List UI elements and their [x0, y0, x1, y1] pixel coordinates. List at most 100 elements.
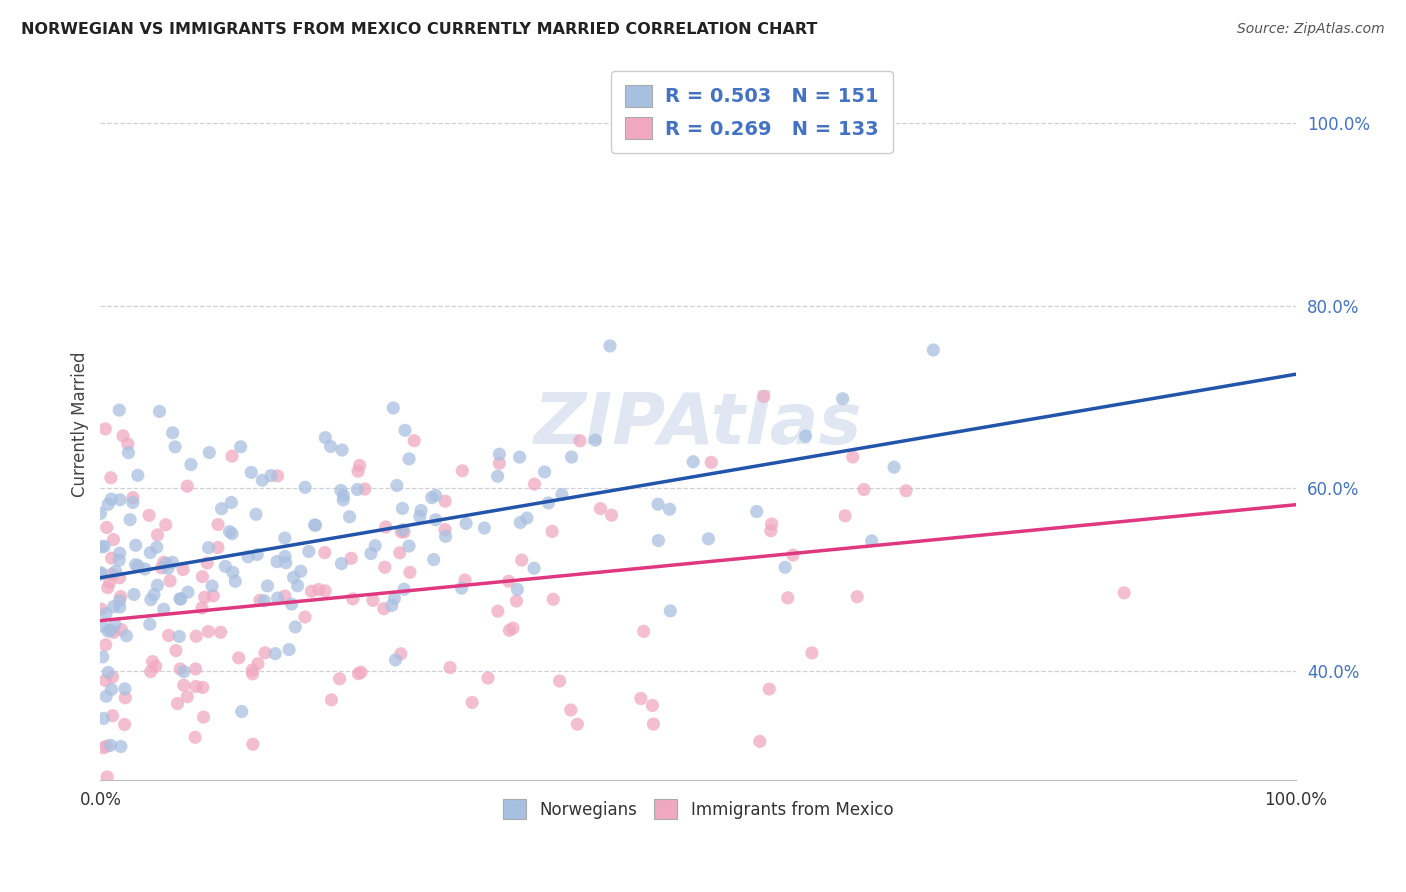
Point [108, 600, 131, 615]
Point [301, 584, 323, 599]
Point [794, 429, 817, 443]
Point [346, 483, 368, 497]
Point [162, 555, 184, 569]
Point [209, 625, 232, 640]
Point [91, 619, 114, 633]
Point [834, 508, 856, 523]
Point [434, 523, 457, 537]
Point [541, 524, 564, 539]
Point [197, 541, 219, 555]
Point [541, 592, 564, 607]
Point [114, 681, 136, 696]
Point [349, 458, 371, 473]
Point [782, 548, 804, 562]
Point [139, 546, 162, 560]
Point [145, 659, 167, 673]
Point [100, 551, 122, 566]
Point [166, 697, 188, 711]
Point [97, 665, 120, 680]
Point [103, 599, 125, 614]
Point [100, 471, 122, 485]
Point [274, 549, 297, 564]
Point [583, 433, 606, 447]
Point [630, 691, 652, 706]
Point [94, 607, 117, 621]
Point [589, 501, 612, 516]
Point [773, 560, 796, 574]
Point [294, 480, 316, 494]
Point [568, 434, 591, 448]
Point [498, 624, 520, 638]
Point [177, 585, 200, 599]
Point [330, 557, 353, 571]
Point [157, 628, 180, 642]
Point [319, 439, 342, 453]
Point [488, 447, 510, 461]
Point [134, 562, 156, 576]
Point [156, 561, 179, 575]
Point [332, 489, 354, 503]
Point [138, 508, 160, 523]
Point [800, 646, 823, 660]
Point [394, 423, 416, 437]
Point [143, 588, 166, 602]
Point [451, 464, 474, 478]
Point [170, 591, 193, 606]
Point [117, 446, 139, 460]
Point [374, 560, 396, 574]
Point [139, 592, 162, 607]
Point [254, 646, 277, 660]
Point [354, 482, 377, 496]
Point [434, 494, 457, 508]
Point [191, 681, 214, 695]
Point [548, 674, 571, 689]
Point [347, 464, 370, 478]
Point [392, 524, 415, 539]
Point [759, 524, 782, 538]
Point [117, 437, 139, 451]
Point [108, 492, 131, 507]
Point [172, 562, 194, 576]
Point [321, 693, 343, 707]
Point [389, 647, 412, 661]
Point [266, 469, 288, 483]
Point [90, 567, 112, 582]
Point [114, 690, 136, 705]
Point [298, 544, 321, 558]
Point [533, 465, 555, 479]
Point [180, 458, 202, 472]
Point [392, 582, 415, 597]
Point [202, 589, 225, 603]
Point [745, 504, 768, 518]
Point [266, 591, 288, 605]
Point [776, 591, 799, 605]
Point [90, 540, 112, 554]
Point [274, 589, 297, 603]
Point [409, 503, 432, 517]
Point [173, 678, 195, 692]
Point [287, 579, 309, 593]
Point [100, 624, 122, 638]
Point [222, 566, 245, 580]
Point [110, 739, 132, 754]
Point [329, 483, 352, 498]
Point [125, 538, 148, 552]
Point [96, 690, 118, 704]
Point [498, 574, 520, 589]
Point [599, 339, 621, 353]
Point [381, 599, 404, 613]
Point [155, 557, 177, 571]
Point [894, 483, 917, 498]
Point [240, 466, 263, 480]
Point [439, 660, 461, 674]
Point [922, 343, 945, 357]
Point [198, 445, 221, 459]
Point [509, 450, 531, 464]
Point [831, 392, 853, 406]
Point [505, 594, 527, 608]
Point [314, 583, 336, 598]
Point [1114, 586, 1136, 600]
Point [537, 496, 560, 510]
Point [90, 566, 112, 580]
Point [510, 553, 533, 567]
